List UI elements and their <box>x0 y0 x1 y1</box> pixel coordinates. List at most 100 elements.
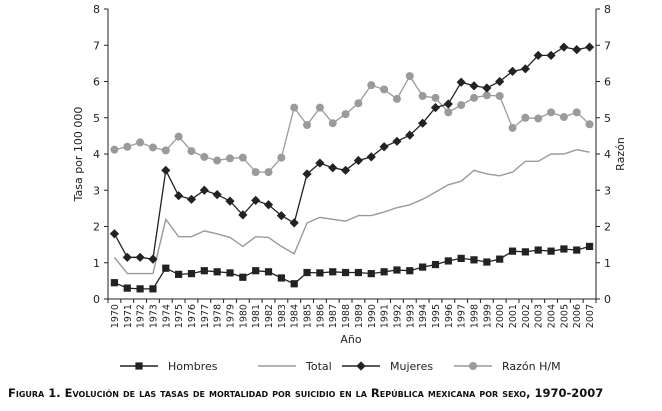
x-tick-label: 1980 <box>238 304 249 328</box>
x-tick-label: 2005 <box>559 304 570 328</box>
series-mujeres-point <box>533 50 543 60</box>
x-tick-label: 1997 <box>457 304 468 328</box>
series-razon-h-m <box>110 72 594 177</box>
series-hombres-point <box>393 266 401 274</box>
y-tick-label-right: 4 <box>604 148 611 161</box>
series-mujeres-point <box>148 254 158 264</box>
series-mujeres-point <box>392 136 402 146</box>
legend: Hombres Total Mujeres Razón H/M <box>120 360 561 373</box>
series-hombres-point <box>162 264 170 272</box>
series-mujeres-point <box>238 210 248 220</box>
series-mujeres-point <box>379 142 389 152</box>
x-tick-label: 2004 <box>547 304 558 328</box>
series-hombres-point <box>547 247 555 255</box>
x-tick-label: 1991 <box>380 304 391 328</box>
x-tick-label: 1983 <box>277 304 288 328</box>
series-razon-h-m-point <box>174 132 183 141</box>
y-axis-right-title: Razón <box>614 137 627 171</box>
x-tick-label: 1989 <box>354 304 365 328</box>
series-hombres-point <box>354 268 363 277</box>
series-hombres-point <box>406 267 414 275</box>
series-razon-h-m-point <box>405 72 414 81</box>
series-razon-h-m-point <box>315 103 324 112</box>
series-razon-h-m-point <box>200 152 209 161</box>
series-mujeres-point <box>263 200 274 210</box>
y-tick-label-left: 0 <box>93 293 100 306</box>
legend-swatch-marker <box>469 362 477 370</box>
series-razon-h-m-point <box>187 147 196 156</box>
series-razon-h-m-point <box>534 114 543 123</box>
x-tick-label: 1988 <box>341 304 352 328</box>
series-total <box>113 148 590 275</box>
series-mujeres-point <box>405 130 415 140</box>
x-tick-label: 1995 <box>431 304 442 328</box>
series-hombres-point <box>419 263 427 271</box>
series-mujeres-point <box>559 42 569 52</box>
y-tick-label-left: 8 <box>93 3 100 16</box>
series-mujeres-point <box>572 45 582 55</box>
x-tick-label: 1977 <box>200 304 211 328</box>
series-razon-h-m-point <box>418 92 427 100</box>
series-hombres-point <box>252 267 260 275</box>
x-tick-label: 1971 <box>123 304 134 328</box>
series-hombres-point <box>341 268 350 277</box>
x-tick-label: 1973 <box>148 304 159 328</box>
series-razon-h-m-point <box>290 103 299 112</box>
x-tick-label: 1972 <box>136 304 147 328</box>
series-hombres-point <box>200 267 208 275</box>
y-tick-label-right: 7 <box>604 39 611 52</box>
legend-label: Mujeres <box>390 360 433 373</box>
y-tick-label-left: 3 <box>93 184 100 197</box>
series-hombres-point <box>213 268 221 276</box>
legend-item-total: Total <box>258 360 332 373</box>
series-hombres <box>110 242 594 293</box>
series-layer <box>109 42 595 293</box>
x-tick-label: 2000 <box>495 304 506 328</box>
x-tick-label: 1981 <box>251 304 262 328</box>
series-mujeres-point <box>495 76 505 87</box>
series-razon-h-m-point <box>559 113 568 122</box>
series-mujeres-point <box>507 66 518 76</box>
series-mujeres-point <box>418 118 428 128</box>
legend-swatch-marker <box>356 361 366 371</box>
series-hombres-point <box>264 268 273 276</box>
series-razon-h-m-point <box>367 81 376 90</box>
series-mujeres-point <box>520 64 530 74</box>
series-razon-h-m-point <box>380 85 389 94</box>
series-mujeres-point <box>430 103 441 113</box>
legend-label: Razón H/M <box>502 360 561 373</box>
y-tick-label-left: 6 <box>93 76 100 89</box>
series-mujeres-point <box>546 50 556 60</box>
y-tick-label-left: 2 <box>93 221 100 234</box>
series-razon-h-m-point <box>547 108 556 117</box>
y-tick-label-left: 1 <box>93 257 100 270</box>
series-razon-h-m-line <box>114 74 591 173</box>
y-tick-label-left: 4 <box>93 148 100 161</box>
series-mujeres-point <box>251 195 261 205</box>
series-razon-h-m-point <box>264 168 273 177</box>
series-mujeres-point <box>302 169 312 179</box>
y-tick-label-right: 0 <box>604 293 611 306</box>
series-razon-h-m-point <box>470 93 478 102</box>
series-hombres-point <box>123 284 131 292</box>
series-hombres-point <box>521 248 529 256</box>
series-mujeres-point <box>174 191 184 201</box>
x-tick-label: 1984 <box>290 304 301 328</box>
series-razon-h-m-point <box>508 123 517 132</box>
x-tick-label: 1996 <box>444 304 455 328</box>
x-tick-label: 2003 <box>534 304 545 328</box>
x-tick-label: 1975 <box>174 304 185 328</box>
series-hombres-point <box>534 246 542 254</box>
series-hombres-point <box>110 279 119 287</box>
series-hombres-point <box>470 256 478 264</box>
series-razon-h-m-point <box>341 110 350 119</box>
figure-caption: Figura 1. Evolución de las tasas de mort… <box>8 386 604 400</box>
legend-item-hombres: Hombres <box>120 360 218 373</box>
series-razon-h-m-point <box>444 108 453 117</box>
x-tick-label: 1976 <box>187 304 198 328</box>
series-razon-h-m-point <box>303 121 312 129</box>
x-tick-label: 2006 <box>572 304 583 328</box>
series-razon-h-m-point <box>277 153 286 162</box>
series-hombres-point <box>149 285 157 293</box>
